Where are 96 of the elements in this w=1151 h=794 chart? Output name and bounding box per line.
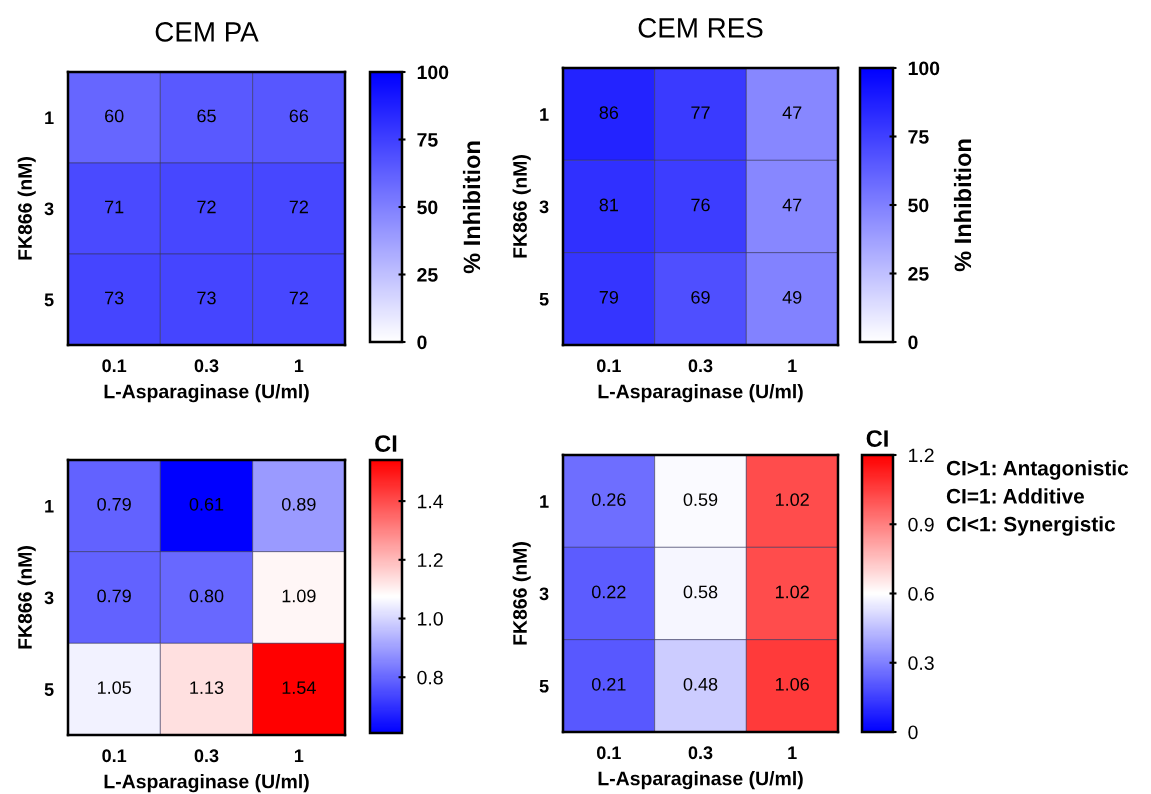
color-bar-label: 25 [908, 266, 929, 281]
y-tick-label: 1 [45, 499, 54, 513]
y-axis-title: FK866 (nM) [17, 157, 36, 260]
color-bar-label: 25 [417, 267, 438, 282]
x-tick-label: 0.3 [688, 359, 713, 373]
data-label: 65 [197, 109, 216, 123]
text: CI>1: Antagonistic [946, 460, 1129, 480]
data-label: 71 [105, 200, 124, 214]
data-label: 69 [691, 290, 710, 304]
x-tick-label: 0.3 [688, 746, 713, 760]
color-bar-label: 50 [908, 198, 929, 213]
data-label: 1.09 [282, 589, 316, 603]
data-label: 0.89 [281, 497, 316, 511]
data-label: 0.21 [591, 677, 626, 691]
y-tick-label: 5 [44, 293, 54, 307]
y-tick-label: 5 [539, 679, 549, 693]
x-tick-label: 1 [294, 749, 304, 762]
chart-title: CEM PA [155, 22, 259, 42]
color-bar-title: CI [866, 430, 888, 447]
data-label: 72 [289, 200, 308, 214]
y-axis-title: FK866 (nM) [17, 546, 36, 649]
data-label: 0.61 [189, 497, 224, 511]
data-label: 66 [289, 109, 309, 123]
y-axis-title: FK866 (nM) [512, 155, 531, 258]
color-bar-label: 0 [417, 335, 427, 350]
color-bar-title: % Inhibition [953, 139, 972, 272]
color-bar-title: CI [375, 435, 397, 452]
data-label: 73 [197, 291, 216, 305]
data-label: 77 [691, 106, 710, 119]
x-tick-label: 1 [294, 359, 304, 372]
data-label: 0.59 [683, 493, 718, 507]
y-tick-label: 1 [540, 108, 549, 121]
data-label: 79 [599, 290, 619, 304]
color-bar-label: 0.9 [908, 517, 934, 532]
data-label: 81 [599, 198, 618, 212]
data-label: 47 [782, 198, 802, 212]
color-bar-label: 0.3 [908, 656, 934, 670]
color-bar-label: 0.6 [908, 586, 934, 601]
color-bar-label: 0 [908, 725, 918, 740]
color-bar-title: % Inhibition [462, 141, 481, 274]
data-label: 0.79 [97, 497, 131, 511]
x-tick-label: 0.1 [597, 746, 621, 760]
data-label: 1.02 [775, 493, 809, 507]
y-tick-label: 3 [539, 200, 549, 214]
text: CI=1: Additive [946, 488, 1084, 504]
x-axis-title: L-Asparaginase (U/ml) [104, 384, 309, 403]
x-tick-label: 1 [788, 359, 797, 372]
y-tick-label: 1 [540, 495, 549, 508]
data-label: 0.22 [591, 585, 626, 599]
data-label: 72 [289, 291, 308, 305]
color-bar-label: 75 [417, 133, 438, 147]
x-axis-title: L-Asparaginase (U/ml) [598, 771, 803, 790]
data-label: 1.05 [97, 681, 131, 695]
y-tick-label: 3 [539, 587, 549, 601]
color-bar-label: 1.2 [418, 553, 443, 567]
data-label: 0.80 [189, 589, 224, 603]
data-label: 86 [599, 106, 619, 120]
data-label: 72 [197, 200, 216, 214]
color-bar-label: 1.4 [418, 494, 444, 509]
data-label: 0.48 [683, 677, 718, 691]
y-tick-label: 1 [45, 111, 54, 125]
x-axis-title: L-Asparaginase (U/ml) [598, 384, 803, 403]
x-tick-label: 0.1 [597, 359, 621, 373]
data-label: 47 [782, 106, 802, 119]
data-label: 1.54 [282, 681, 316, 695]
color-bar-label: 100 [908, 61, 940, 76]
color-bar-label: 1.0 [418, 611, 443, 626]
text: CI<1: Synergistic [946, 516, 1116, 536]
data-label: 0.58 [683, 585, 718, 599]
chart-title: CEM RES [638, 18, 763, 38]
data-label: 1.02 [775, 585, 809, 599]
data-label: 73 [105, 291, 124, 305]
x-tick-label: 0.1 [102, 359, 127, 373]
y-tick-label: 3 [44, 591, 54, 605]
data-label: 49 [782, 290, 802, 304]
y-tick-label: 3 [44, 202, 54, 216]
data-label: 76 [691, 198, 710, 212]
color-bar-label: 75 [908, 130, 929, 144]
x-tick-label: 0.3 [194, 359, 219, 373]
color-bar-label: 0 [908, 335, 918, 350]
x-tick-label: 1 [788, 746, 797, 759]
x-tick-label: 0.1 [102, 749, 127, 763]
color-bar-label: 1.2 [909, 448, 934, 463]
data-label: 60 [105, 109, 124, 123]
color-bar-label: 100 [417, 65, 449, 80]
data-label: 0.79 [97, 589, 131, 603]
y-tick-label: 5 [44, 683, 54, 696]
data-label: 1.13 [190, 681, 224, 695]
y-tick-label: 5 [539, 292, 549, 306]
x-axis-title: L-Asparaginase (U/ml) [104, 774, 309, 793]
y-axis-title: FK866 (nM) [512, 542, 531, 645]
data-label: 1.06 [775, 677, 809, 691]
data-label: 0.26 [591, 493, 626, 507]
x-tick-label: 0.3 [194, 749, 219, 763]
color-bar-label: 0.8 [417, 670, 443, 685]
color-bar-label: 50 [417, 200, 438, 215]
